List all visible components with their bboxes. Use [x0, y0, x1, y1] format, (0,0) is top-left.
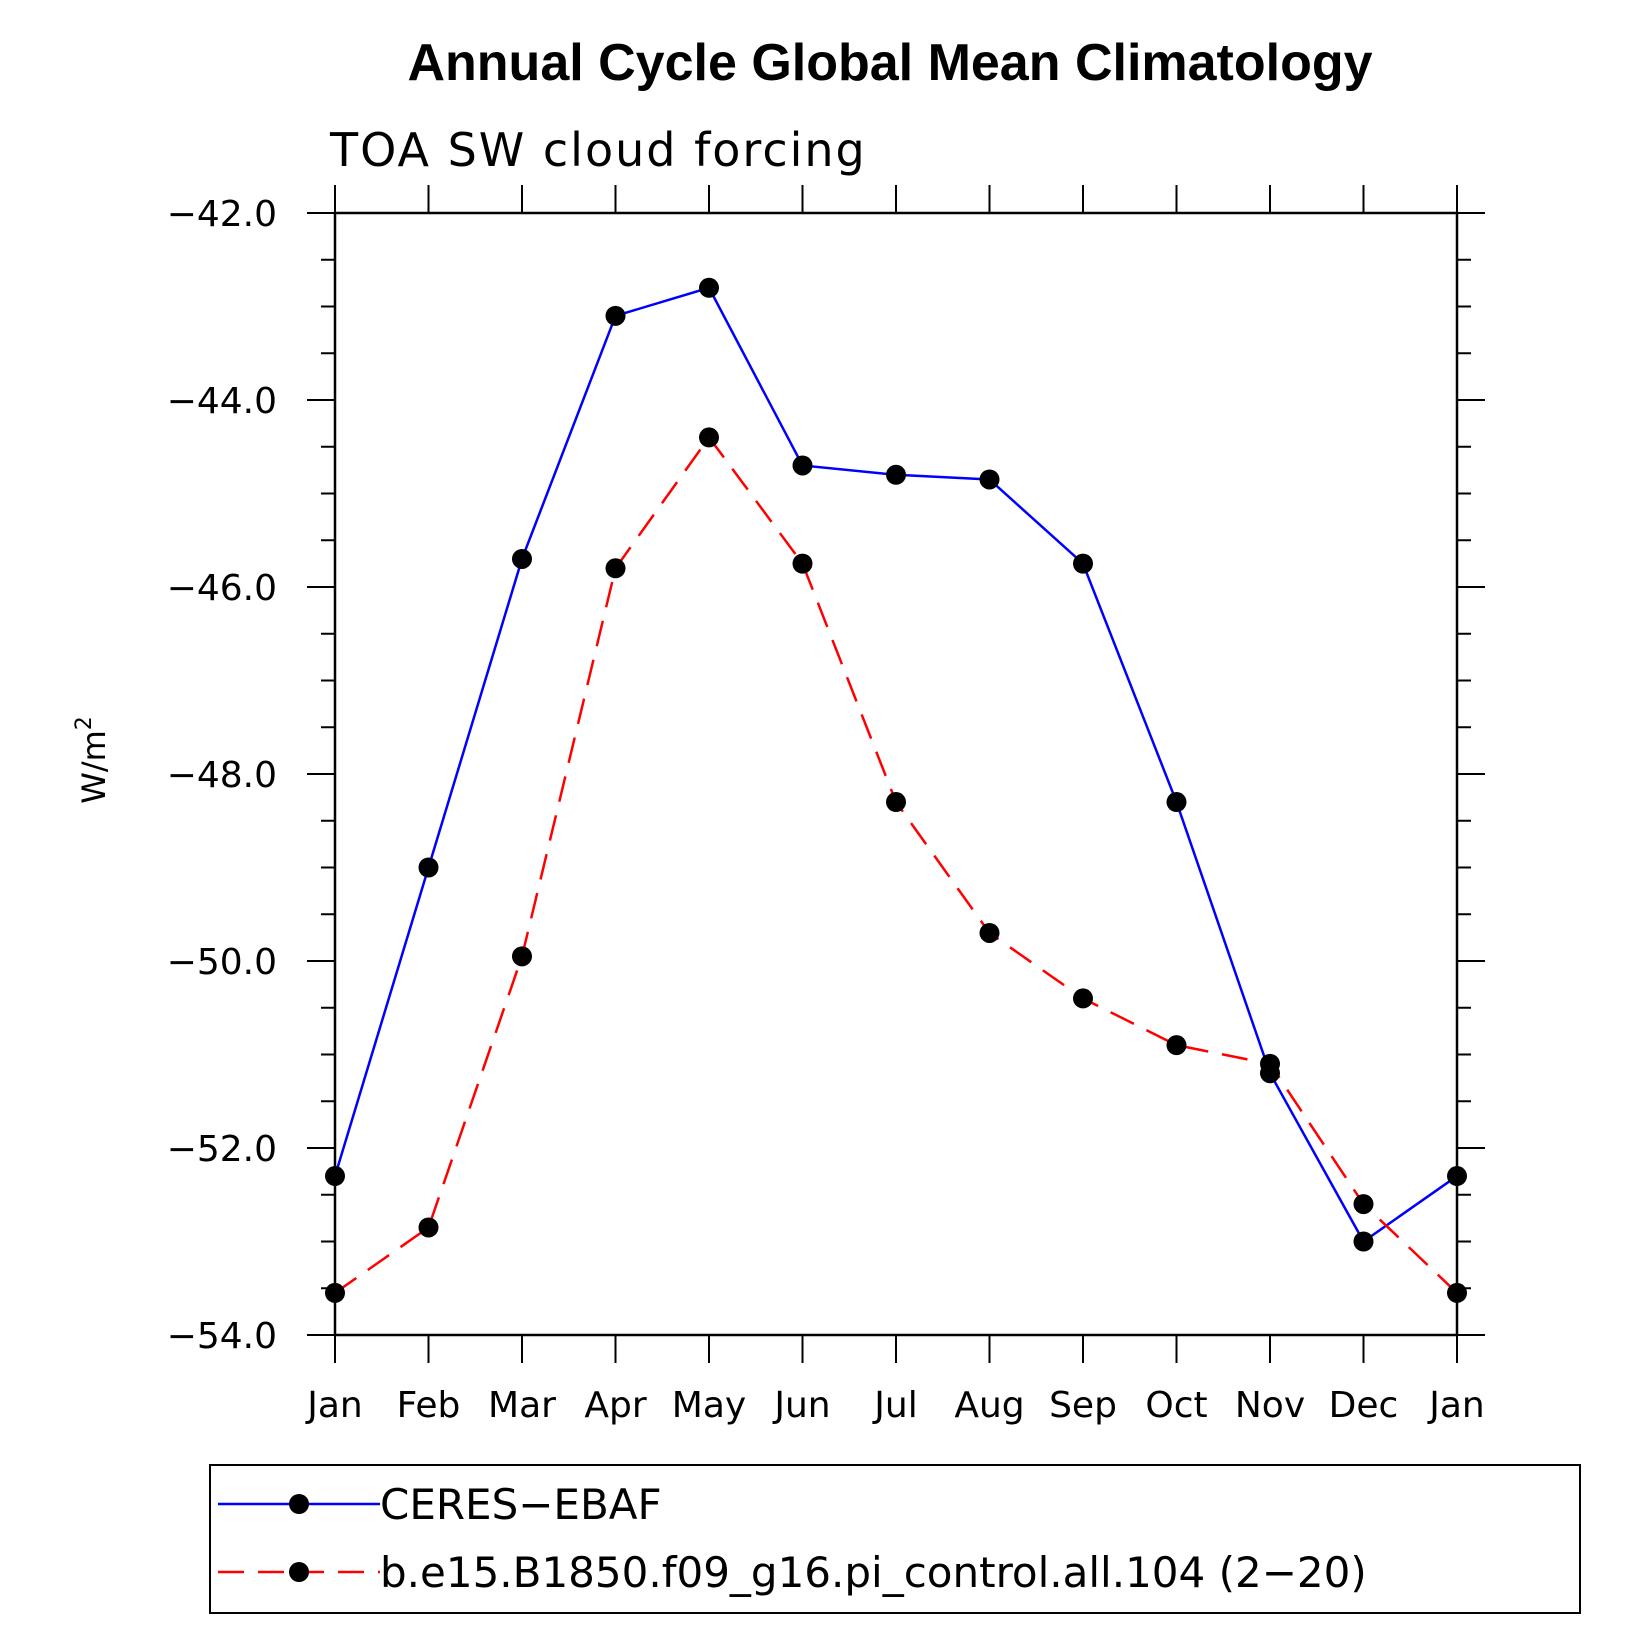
y-axis-label-unit: W/m	[75, 730, 113, 804]
y-tick-label: −44.0	[167, 381, 277, 422]
series-2-point	[1260, 1053, 1280, 1074]
legend-label-1: CERES−EBAF	[380, 1480, 662, 1529]
series-1-point	[979, 469, 1000, 490]
series-2-point	[1353, 1194, 1374, 1215]
x-tick-label: Jan	[1427, 1385, 1485, 1426]
x-tick-label: Apr	[584, 1385, 646, 1426]
series-2-point	[418, 1217, 439, 1238]
x-tick-label: Nov	[1235, 1385, 1305, 1426]
x-tick-label: Mar	[488, 1385, 556, 1426]
series-2-point	[792, 553, 813, 574]
x-tick-label: Sep	[1049, 1385, 1117, 1426]
series-line-1	[333, 286, 1458, 1244]
series-1-point	[605, 305, 626, 326]
plot-area: −42.0 −44.0 −46.0 −48.0 −50.0 −52.0 −54.0 Jan Fe…	[167, 185, 1485, 1426]
legend: CERES−EBAF b.e15.B1850.f09_g16.pi_control…	[209, 1464, 1581, 1614]
chart-title: Annual Cycle Global Mean Climatology	[407, 34, 1372, 92]
series-1-point	[792, 455, 813, 476]
plot-frame	[333, 211, 1459, 1337]
legend-marker-2	[289, 1562, 309, 1582]
y-tick-label: −54.0	[167, 1316, 277, 1357]
x-tick-label: Dec	[1329, 1385, 1399, 1426]
series-1-point	[325, 1166, 345, 1187]
series-2-point	[1447, 1282, 1467, 1303]
x-tick-label: Aug	[954, 1385, 1024, 1426]
y-tick-label: −48.0	[167, 755, 277, 796]
series-1-point	[418, 857, 439, 878]
series-2-point	[512, 946, 532, 967]
series-2-point	[1166, 1035, 1187, 1056]
legend-label-2: b.e15.B1850.f09_g16.pi_control.all.104 (…	[380, 1548, 1367, 1597]
x-tick-label: Jan	[305, 1385, 363, 1426]
series-2-point	[699, 427, 719, 448]
series-1-point	[886, 464, 906, 485]
series-2-point	[605, 558, 626, 579]
series-1-point	[1073, 553, 1093, 574]
x-tick-label: Jul	[872, 1385, 917, 1426]
y-axis-label-exponent: 2	[72, 716, 97, 730]
series-1-point	[1353, 1231, 1374, 1252]
series-1-point	[1447, 1166, 1467, 1187]
legend-marker-1	[289, 1494, 309, 1514]
x-tick-label: Feb	[397, 1385, 461, 1426]
series-2-point	[886, 792, 906, 813]
x-tick-label: Oct	[1145, 1385, 1207, 1426]
x-tick-label: May	[672, 1385, 746, 1426]
series-1-point	[699, 277, 719, 298]
y-tick-label: −50.0	[167, 942, 277, 983]
series-1-point	[512, 548, 532, 569]
series-line-2	[334, 435, 1458, 1294]
x-tick-label: Jun	[772, 1385, 830, 1426]
y-tick-label: −42.0	[167, 194, 277, 235]
series-2-point	[979, 922, 1000, 943]
legend-box	[209, 1464, 1581, 1614]
series-2-point	[325, 1282, 345, 1303]
chart-subtitle: TOA SW cloud forcing	[329, 123, 867, 177]
y-axis-label: W/m2	[72, 716, 113, 804]
series-2-point	[1073, 988, 1093, 1009]
y-tick-label: −46.0	[167, 568, 277, 609]
series-1-point	[1166, 792, 1187, 813]
y-tick-label: −52.0	[167, 1129, 277, 1170]
